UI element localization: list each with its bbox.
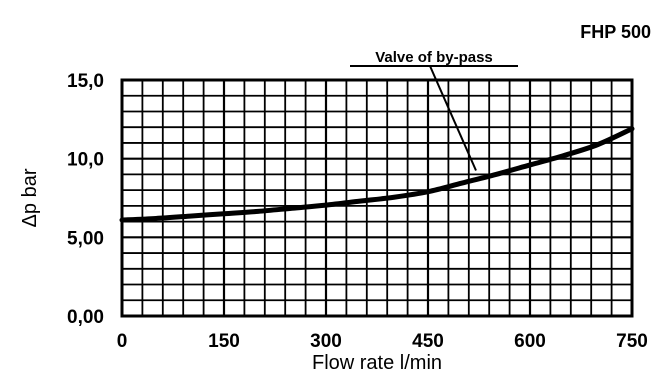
x-tick-label: 600 [514, 331, 546, 352]
y-tick-label: 15,0 [67, 71, 104, 92]
y-axis-label: Δp bar [19, 168, 41, 227]
annotation-label: Valve of by-pass [375, 49, 493, 66]
chart-title: FHP 500 [580, 22, 651, 42]
plot-border [120, 78, 634, 318]
annotation-backdrop [350, 46, 518, 66]
x-tick-label: 450 [412, 331, 444, 352]
x-axis-label: Flow rate l/min [312, 352, 442, 374]
x-tick-label: 750 [616, 331, 648, 352]
annotations: Valve of by-pass [350, 46, 518, 171]
y-tick-label: 0,00 [67, 307, 104, 328]
annotation-bypass: Valve of by-pass [350, 46, 518, 171]
x-tick-label: 150 [208, 331, 240, 352]
y-tick-label: 5,00 [67, 228, 104, 249]
y-tick-label: 10,0 [67, 150, 104, 171]
plot-frame [120, 78, 634, 318]
tick-labels: 0 150 300 450 600 750 0,00 5,00 10,0 15,0 [67, 71, 648, 352]
series-layer [119, 126, 635, 223]
series-line [119, 126, 635, 223]
x-tick-label: 0 [117, 331, 128, 352]
x-tick-label: 300 [310, 331, 342, 352]
annotation-leader-line [429, 65, 477, 171]
